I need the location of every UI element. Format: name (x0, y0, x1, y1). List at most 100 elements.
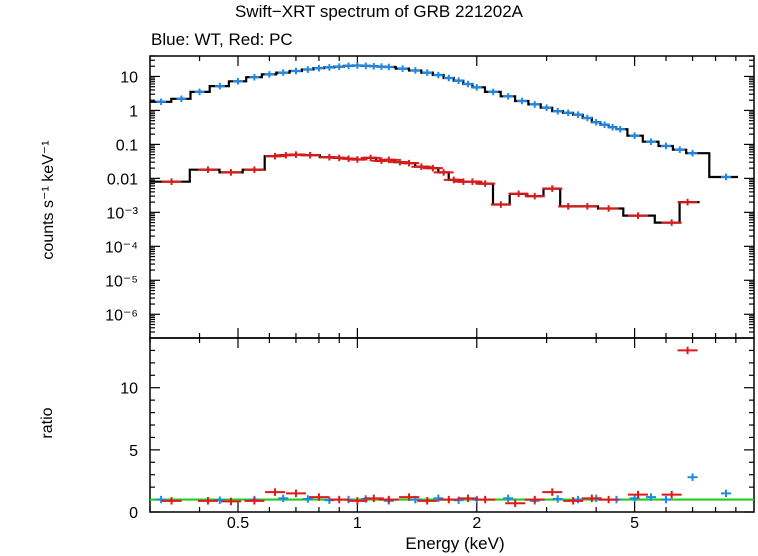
ratio-point-wt (278, 494, 289, 503)
spectrum-point-wt (471, 83, 482, 91)
x-axis-label: Energy (keV) (405, 534, 505, 553)
spectrum-point-wt (563, 109, 574, 117)
ratio-point-pc (161, 497, 182, 505)
ratio-point-pc (197, 497, 218, 505)
spectrum-point-wt (529, 101, 540, 108)
spectrum-point-wt (324, 64, 335, 71)
spectrum-point-wt (687, 149, 698, 157)
spectrum-point-wt (674, 146, 685, 153)
spectrum-point-wt (383, 63, 394, 71)
spectrum-point-wt (232, 78, 243, 85)
y-tick-label: 10⁻³ (106, 205, 138, 222)
ratio-point-pc (438, 495, 459, 504)
spectrum-point-wt (573, 111, 584, 118)
ratio-point-pc (524, 495, 545, 504)
spectrum-point-wt (541, 104, 552, 112)
ratio-point-wt (573, 495, 584, 504)
ratio-point-wt (302, 495, 313, 503)
ratio-point-wt (721, 489, 732, 498)
ratio-point-pc (563, 497, 584, 505)
spectrum-point-wt (453, 77, 464, 84)
spectrum-point-pc (422, 164, 443, 172)
ratio-point-pc (399, 493, 420, 501)
spectrum-point-wt (599, 121, 610, 128)
ratio-tick-label: 10 (120, 381, 138, 398)
spectrum-point-wt (552, 107, 563, 115)
spectrum-point-pc (360, 154, 381, 162)
spectrum-point-wt (607, 123, 618, 131)
x-tick-label: 1 (353, 515, 362, 532)
x-tick-label: 0.5 (227, 515, 249, 532)
spectrum-point-pc (508, 190, 529, 198)
ratio-point-wt (552, 495, 563, 503)
chart-subtitle: Blue: WT, Red: PC (151, 30, 293, 49)
ratio-point-wt (646, 493, 657, 501)
spectrum-point-pc (462, 178, 483, 185)
y-tick-label: 10⁻⁶ (105, 307, 138, 324)
spectrum-point-pc (558, 203, 579, 210)
spectrum-point-wt (290, 67, 301, 75)
spectrum-point-pc (220, 169, 241, 176)
spectrum-point-wt (433, 71, 444, 79)
ratio-panel (149, 337, 755, 513)
spectrum-point-wt (615, 125, 626, 133)
spectrum-point-wt (462, 80, 473, 88)
y-axis-label-ratio: ratio (39, 407, 56, 439)
y-tick-label: 10 (120, 69, 138, 86)
ratio-tick-label: 0 (129, 505, 138, 522)
spectrum-point-wt (422, 69, 433, 76)
spectrum-point-wt (249, 73, 260, 81)
spectrum-point-pc (524, 192, 545, 200)
spectrum-point-wt (410, 67, 421, 74)
spectrum-point-wt (488, 88, 499, 96)
spectrum-point-pc (433, 169, 454, 176)
spectrum-point-wt (397, 65, 408, 72)
ratio-point-pc (542, 488, 563, 496)
spectrum-point-wt (278, 69, 289, 76)
spectrum-point-pc (490, 201, 511, 208)
ratio-point-wt (661, 495, 672, 504)
model-curve-pc (150, 153, 700, 224)
ratio-point-pc (308, 493, 329, 501)
tick-labels: 0.5 1 2 5 10 1 0.1 0.01 10⁻³ 10⁻⁴ 10⁻⁵ 10⁻⁶ 0 5 10 (105, 69, 639, 532)
y-tick-label: 10⁻⁵ (105, 273, 138, 290)
spectrum-point-pc (300, 151, 321, 159)
spectrum-point-wt (352, 62, 363, 69)
axis-ticks (149, 55, 754, 513)
ratio-plot-frame (149, 337, 755, 513)
ratio-point-pc (378, 495, 399, 504)
spectrum-point-pc (411, 163, 432, 171)
ratio-point-pc (220, 497, 241, 506)
y-tick-label: 1 (129, 103, 138, 120)
x-tick-label: 5 (630, 515, 639, 532)
ratio-tick-label: 5 (129, 443, 138, 460)
y-axis-label-spectrum: counts s⁻¹ keV⁻¹ (40, 140, 57, 260)
y-tick-label: 0.1 (116, 137, 138, 154)
spectrum-point-wt (343, 62, 354, 70)
data-points (156, 62, 732, 508)
spectrum-point-wt (176, 95, 187, 103)
spectrum-point-pc (161, 178, 182, 185)
ratio-point-wt (687, 473, 698, 481)
spectrum-panel (149, 55, 755, 339)
spectrum-point-wt (646, 138, 657, 145)
ratio-point-pc (475, 495, 496, 504)
spectrum-point-wt (503, 93, 514, 100)
ratio-point-wt (156, 495, 167, 504)
y-tick-label: 0.01 (107, 171, 138, 188)
spectrum-point-wt (214, 82, 225, 90)
spectrum-point-pc (399, 159, 420, 167)
spectrum-point-wt (591, 118, 602, 126)
spectrum-point-pc (628, 212, 649, 219)
ratio-point-pc (677, 346, 698, 355)
spectrum-point-wt (313, 64, 324, 72)
ratio-point-pc (244, 497, 265, 505)
spectrum-plot-frame (149, 55, 755, 339)
spectrum-point-pc (598, 205, 619, 212)
spectrum-point-pc (577, 203, 598, 210)
spectrum-point-wt (661, 142, 672, 150)
y-tick-label: 10⁻⁴ (105, 239, 138, 256)
spectrum-point-wt (629, 132, 640, 140)
ratio-point-pc (347, 497, 368, 505)
